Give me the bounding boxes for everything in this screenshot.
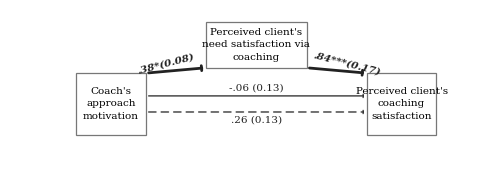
FancyBboxPatch shape	[76, 73, 146, 135]
FancyBboxPatch shape	[366, 73, 436, 135]
FancyBboxPatch shape	[206, 22, 306, 68]
Text: Coach's
approach
motivation: Coach's approach motivation	[83, 87, 139, 121]
Text: .84***(0.17): .84***(0.17)	[312, 51, 382, 77]
Text: .38*(0.08): .38*(0.08)	[136, 52, 195, 75]
Text: .26 (0.13): .26 (0.13)	[230, 116, 282, 125]
Text: Perceived client's
coaching
satisfaction: Perceived client's coaching satisfaction	[356, 87, 448, 121]
Text: -.06 (0.13): -.06 (0.13)	[229, 83, 283, 92]
Text: Perceived client's
need satisfaction via
coaching: Perceived client's need satisfaction via…	[202, 28, 310, 62]
